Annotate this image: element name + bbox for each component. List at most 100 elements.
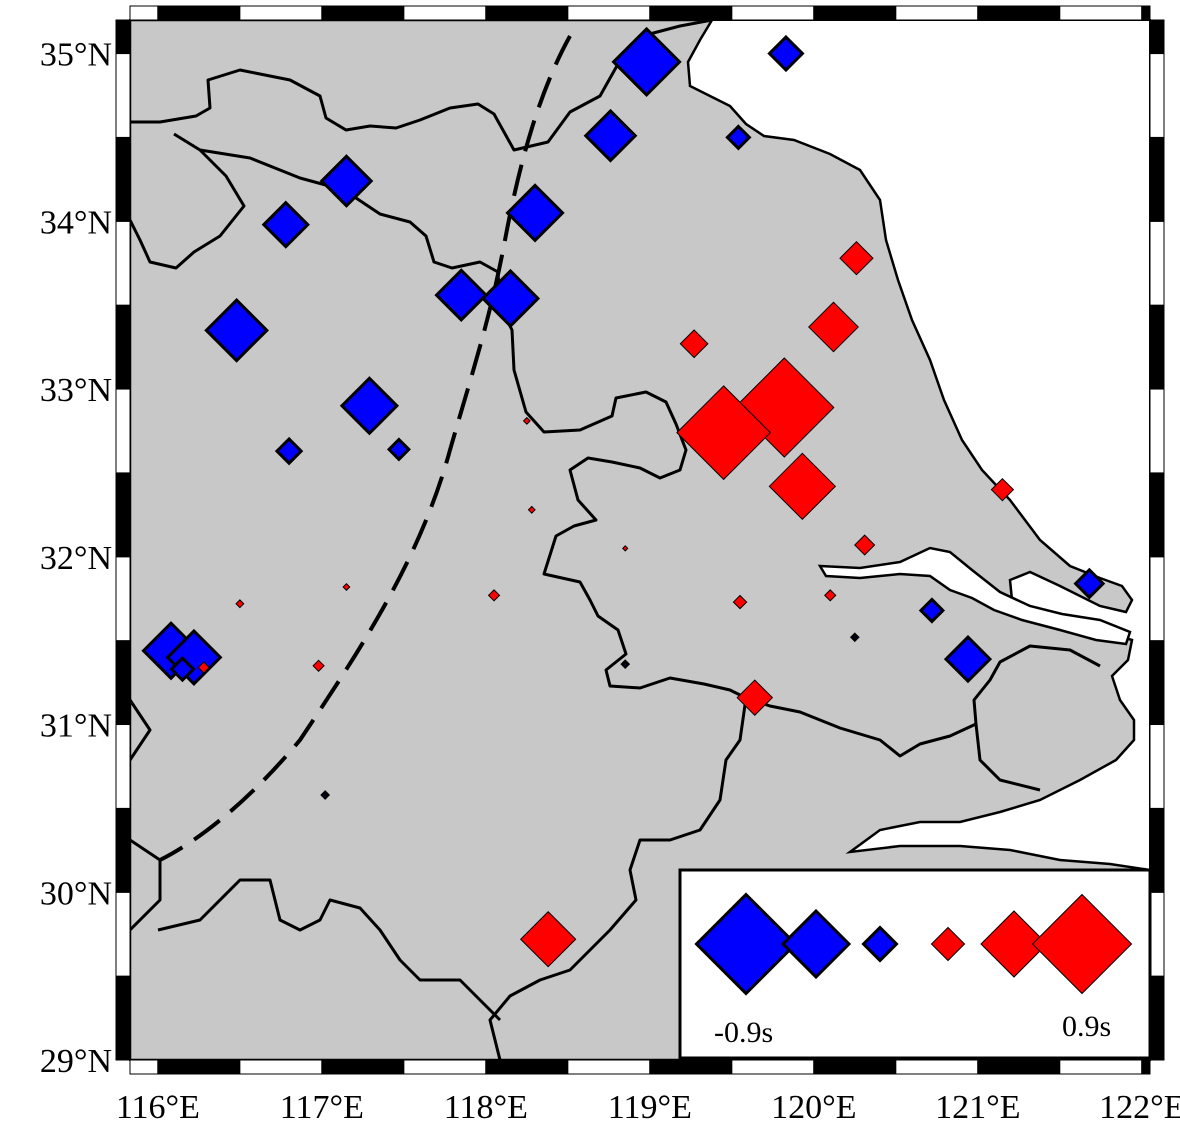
frame-stripe-bottom [567,1059,651,1075]
frame-stripe-top [1059,5,1143,21]
station-negative-marker [849,632,860,643]
legend-max-label: 0.9s [1062,1010,1111,1043]
station-positive-marker [990,477,1015,502]
lat-tick-label: 32°N [40,540,112,577]
frame-stripe-right [1149,640,1165,726]
frame-stripe-left [115,220,131,306]
frame-stripe-top [567,5,651,21]
station-positive-marker [622,545,629,552]
lat-tick-label: 30°N [40,875,112,912]
frame-stripe-left [115,724,131,809]
frame-stripe-left [115,472,131,558]
station-positive-marker [732,594,748,610]
legend: -0.9s 0.9s [678,868,1152,1060]
frame-stripe-right [1149,975,1165,1061]
station-negative-marker [274,436,304,466]
frame-stripe-right [1149,136,1165,222]
lat-tick-label: 33°N [40,372,112,409]
station-negative-marker [611,26,682,98]
frame-stripe-left [115,136,131,222]
frame-stripe-left [115,807,131,893]
station-negative-marker [386,437,411,462]
frame-stripe-right [1149,556,1165,642]
station-markers [141,26,1106,968]
legend-markers [694,892,1133,996]
station-positive-marker [854,534,876,556]
frame-stripe-top [321,5,405,21]
frame-stripe-top [977,5,1061,21]
station-negative-marker [480,268,541,329]
frame-stripe-right [1149,724,1165,809]
station-negative-marker [620,659,631,670]
frame-stripe-bottom [731,1059,815,1075]
station-positive-marker [527,505,536,514]
station-positive-marker [676,385,772,481]
frame-stripe-bottom [321,1059,405,1075]
frame-stripe-bottom [1059,1059,1143,1075]
lon-tick-label: 122°E [1099,1089,1180,1126]
frame-stripe-bottom [1141,1059,1151,1075]
lon-tick-label: 118°E [444,1089,528,1126]
frame-stripe-top [485,5,569,21]
frame-stripe-bottom [895,1059,979,1075]
dashed-arc [159,35,572,862]
frame-stripe-top [731,5,815,21]
lat-tick-label: 31°N [40,708,112,745]
station-negative-marker [169,656,196,683]
frame-stripe-bottom [403,1059,487,1075]
frame-stripe-bottom [129,1059,159,1075]
station-negative-marker [434,268,489,322]
frame-stripe-left [115,19,131,55]
frame-stripe-top [239,5,323,21]
frame-stripe-right [1149,807,1165,893]
frame-stripe-bottom [157,1059,241,1075]
legend-diamond [780,908,852,980]
frame-stripe-left [115,891,131,977]
station-positive-marker [808,301,859,353]
frame-stripe-left [115,388,131,474]
station-negative-marker [1073,567,1106,600]
legend-diamond [930,926,966,962]
legend-diamond [861,925,899,963]
river-estuary [817,546,1132,646]
frame-stripe-bottom [485,1059,569,1075]
province-borders [130,20,1101,1060]
station-negative-marker [505,183,565,243]
station-positive-marker [839,240,874,276]
longitude-labels: 116°E 117°E 118°E 119°E 120°E 121°E 122°E [116,1089,1180,1126]
lat-tick-label: 29°N [40,1043,112,1080]
station-negative-marker [320,790,331,800]
frame-stripe-top [129,5,159,21]
frame-stripe-top [813,5,897,21]
legend-diamond [980,910,1048,978]
lat-tick-label: 35°N [40,37,112,74]
station-positive-marker [519,911,577,968]
frame-stripe-right [1149,891,1165,977]
frame-stripe-right [1149,19,1165,55]
frame-stripe-top [649,5,733,21]
legend-diamond [1031,893,1133,995]
frame-stripe-left [115,640,131,726]
frame-stripe-top [1141,5,1151,21]
station-negative-marker [339,376,400,436]
frame-stripe-top [157,5,241,21]
frame-stripe-right [1149,53,1165,138]
frame-stripe-right [1149,220,1165,306]
frame-stripe-left [115,304,131,390]
land-area [130,20,1150,1060]
station-negative-marker [918,597,946,624]
frame-stripe-bottom [239,1059,323,1075]
station-negative-marker [204,297,269,363]
station-positive-marker [679,329,709,359]
station-positive-marker [235,599,245,609]
frame-stripe-left [115,975,131,1061]
station-negative-marker [583,108,638,163]
station-positive-marker [768,452,837,521]
legend-min-label: -0.9s [714,1016,773,1049]
station-negative-marker [261,200,310,249]
frame-stripe-bottom [649,1059,733,1075]
station-negative-marker [767,34,805,73]
lon-tick-label: 119°E [608,1089,692,1126]
frame-stripe-right [1149,472,1165,558]
